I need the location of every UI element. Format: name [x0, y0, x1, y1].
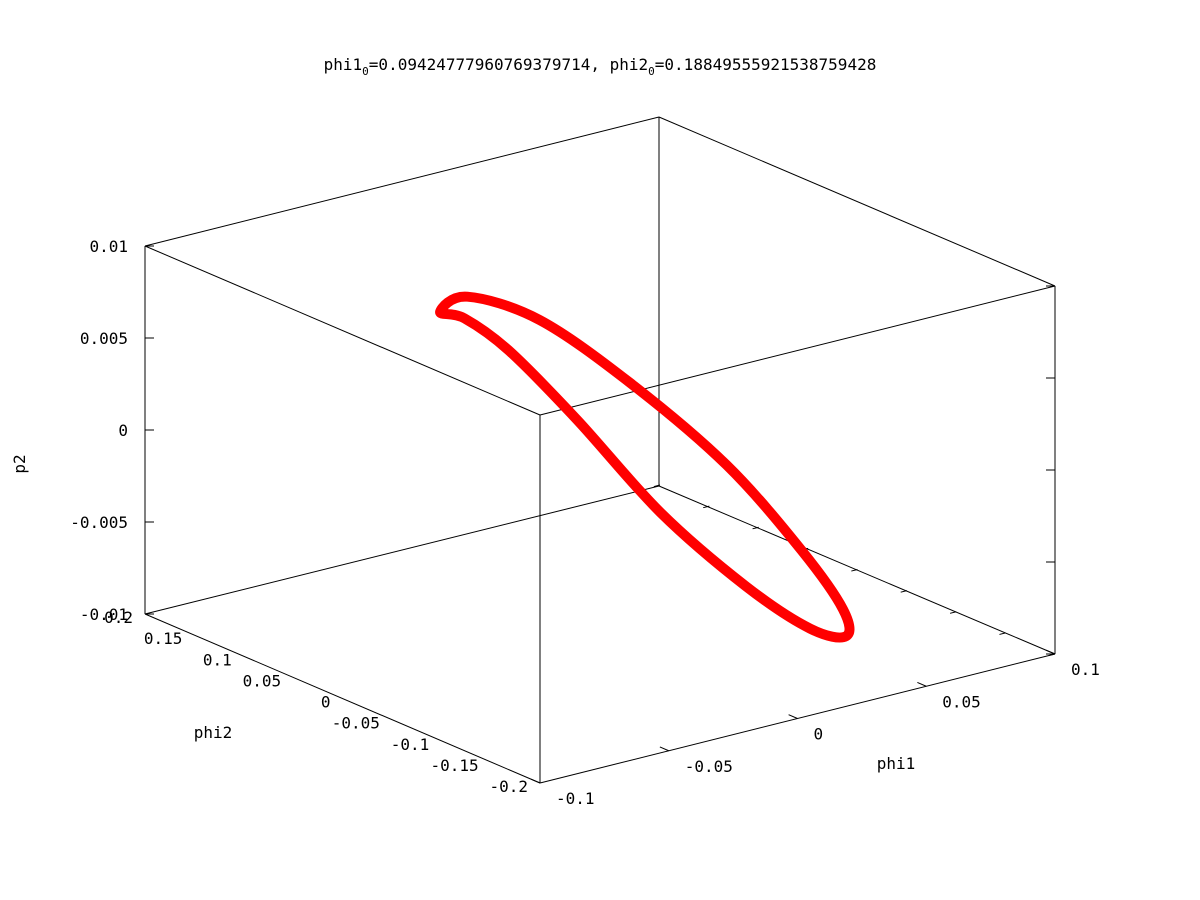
box-edge — [145, 614, 540, 783]
y-tick-label: 0.15 — [144, 629, 183, 648]
x-tick — [1046, 650, 1055, 654]
z-tick-label: 0.005 — [80, 329, 128, 348]
x-axis-label: phi1 — [877, 754, 916, 773]
z-tick-label: -0.005 — [70, 513, 128, 532]
y-tick — [950, 612, 956, 614]
y-tick-label: 0.1 — [203, 650, 232, 669]
z-axis-label: p2 — [10, 454, 29, 473]
x-tick — [789, 715, 798, 719]
z-tick-label: 0.01 — [89, 237, 128, 256]
title-text: phi1 — [324, 55, 363, 74]
x-tick-label: -0.1 — [556, 789, 595, 808]
y-tick — [999, 633, 1005, 635]
title-subscript: 0 — [362, 65, 369, 78]
x-tick-label: -0.05 — [685, 757, 733, 776]
z-tick-label: 0 — [118, 421, 128, 440]
y-tick-label: -0.1 — [391, 735, 430, 754]
x-tick-label: 0 — [814, 725, 824, 744]
series-0-line — [440, 297, 849, 638]
x-tick — [660, 747, 669, 751]
box-edge — [145, 486, 659, 614]
title-text: =0.18849555921538759428 — [655, 55, 877, 74]
x-tick — [917, 682, 926, 686]
title-text: =0.09424777960769379714, phi2 — [369, 55, 648, 74]
title-subscript: 0 — [648, 65, 655, 78]
y-tick-label: 0 — [321, 693, 331, 712]
y-tick-label: 0.05 — [243, 671, 282, 690]
box-edge — [659, 117, 1055, 286]
x-tick-label: 0.05 — [942, 692, 981, 711]
x-tick-label: 0.1 — [1071, 660, 1100, 679]
box-edge — [145, 117, 659, 246]
y-tick-label: 0.2 — [104, 608, 133, 627]
data-series — [440, 297, 849, 638]
chart-title: phi10=0.09424777960769379714, phi20=0.18… — [324, 55, 877, 78]
y-tick-label: -0.05 — [332, 714, 380, 733]
y-tick — [901, 591, 907, 593]
y-axis-label: phi2 — [194, 723, 233, 742]
axis-ticks — [145, 246, 1055, 783]
y-tick-label: -0.15 — [430, 756, 478, 775]
y-tick-label: -0.2 — [489, 777, 528, 796]
x-tick — [531, 779, 540, 783]
box-edge — [540, 286, 1055, 415]
